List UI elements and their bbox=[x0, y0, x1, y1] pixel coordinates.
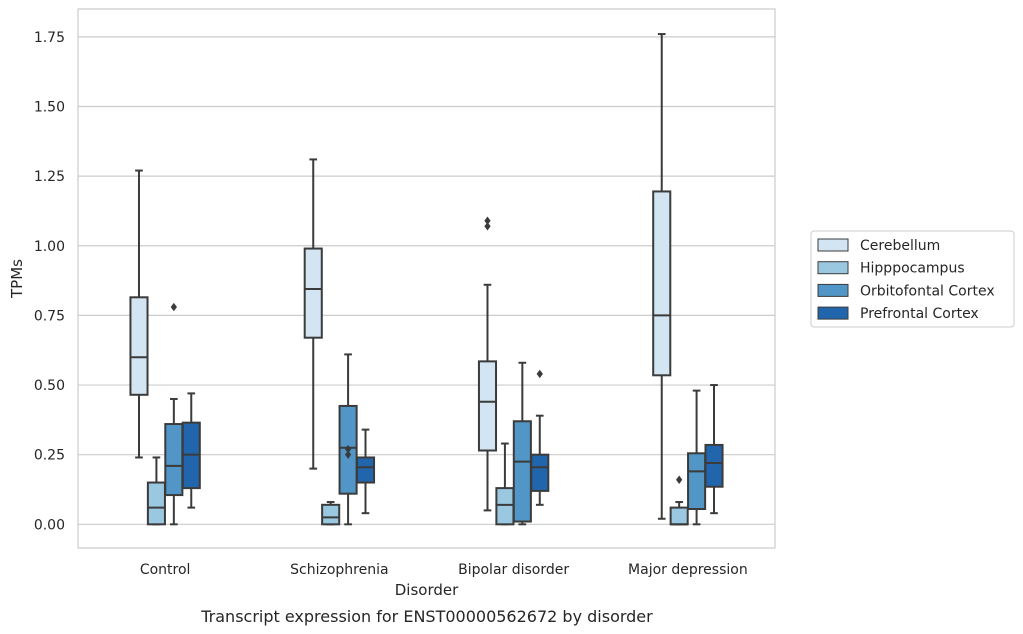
y-tick-label: 0.00 bbox=[34, 517, 65, 533]
box-body bbox=[652, 190, 672, 377]
box-prefrontal-cortex bbox=[355, 428, 376, 515]
box-orbitofontal-cortex bbox=[687, 389, 707, 526]
legend-swatch bbox=[817, 261, 849, 275]
outlier-point bbox=[484, 216, 491, 225]
box-body bbox=[477, 360, 498, 452]
x-axis-label: Disorder bbox=[395, 581, 459, 599]
legend-label: Cerebellum bbox=[860, 238, 940, 254]
box-body bbox=[146, 481, 166, 526]
box-body bbox=[704, 443, 724, 488]
legend-swatch bbox=[817, 283, 849, 297]
box-body bbox=[129, 296, 149, 396]
x-tick-label: Major depression bbox=[628, 562, 748, 578]
outlier-point bbox=[170, 302, 177, 312]
y-tick-labels: 0.00 0.25 0.50 0.75 1.00 1.25 1.50 1.75 bbox=[34, 30, 65, 533]
box-body bbox=[495, 487, 515, 526]
chart-caption: Transcript expression for ENST0000056267… bbox=[200, 607, 653, 626]
box-cerebellum bbox=[652, 33, 672, 520]
box-cerebellum bbox=[129, 169, 149, 459]
box-prefrontal-cortex bbox=[530, 369, 550, 506]
x-tick-label: Schizophrenia bbox=[290, 562, 388, 578]
box-orbitofontal-cortex bbox=[338, 353, 358, 526]
box-prefrontal-cortex bbox=[181, 392, 201, 509]
box-orbitofontal-cortex bbox=[512, 361, 532, 526]
box-body bbox=[512, 420, 532, 523]
outlier-point bbox=[344, 450, 352, 459]
outlier-point bbox=[676, 475, 683, 484]
outlier-point bbox=[536, 369, 543, 379]
x-tick-labels: Control Schizophrenia Bipolar disorder Majo… bbox=[140, 562, 748, 578]
boxes bbox=[129, 33, 724, 526]
legend-swatch bbox=[817, 238, 849, 252]
legend-label: Hipppocampus bbox=[860, 261, 965, 277]
legend-swatch bbox=[817, 306, 849, 320]
box-body bbox=[164, 423, 184, 497]
box-prefrontal-cortex bbox=[704, 384, 724, 515]
y-tick-label: 1.75 bbox=[34, 30, 65, 46]
box-hipppocampus bbox=[669, 475, 689, 526]
box-cerebellum bbox=[477, 216, 498, 512]
legend-frame bbox=[810, 230, 1015, 328]
y-tick-label: 1.00 bbox=[34, 239, 65, 255]
legend-label: Orbitofontal Cortex bbox=[860, 283, 995, 299]
legend: Cerebellum Hipppocampus Orbitofontal Corte… bbox=[810, 230, 1015, 328]
box-body bbox=[321, 503, 341, 526]
box-hipppocampus bbox=[146, 456, 166, 526]
box-hipppocampus bbox=[495, 442, 515, 526]
box-cerebellum bbox=[303, 158, 323, 470]
x-tick-label: Bipolar disorder bbox=[458, 562, 569, 578]
y-tick-label: 0.50 bbox=[34, 378, 65, 394]
box-body bbox=[355, 456, 376, 484]
legend-label: Prefrontal Cortex bbox=[860, 306, 979, 322]
box-body bbox=[303, 247, 323, 339]
box-hipppocampus bbox=[321, 501, 341, 526]
y-tick-label: 1.25 bbox=[34, 169, 65, 185]
y-tick-label: 0.25 bbox=[34, 448, 65, 464]
outlier-point bbox=[484, 222, 491, 231]
box-body bbox=[669, 506, 689, 526]
y-tick-label: 1.50 bbox=[34, 99, 65, 115]
y-axis-label: TPMs bbox=[8, 259, 26, 299]
box-orbitofontal-cortex bbox=[164, 302, 184, 526]
plot-frame bbox=[77, 8, 776, 549]
box-body bbox=[530, 453, 550, 492]
y-tick-label: 0.75 bbox=[34, 308, 65, 324]
x-tick-label: Control bbox=[140, 562, 191, 578]
outlier-point bbox=[344, 444, 352, 454]
box-body bbox=[687, 452, 707, 511]
